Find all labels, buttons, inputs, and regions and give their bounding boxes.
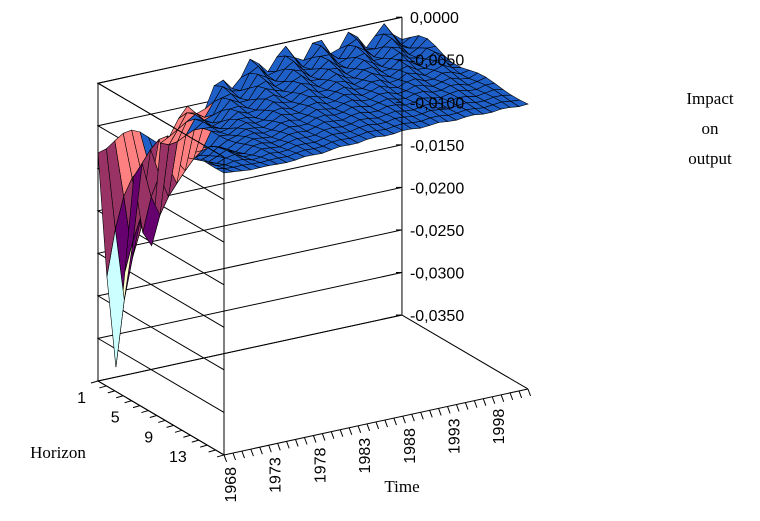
time-tick-label: 1993 — [447, 418, 464, 454]
time-minor-tick — [500, 394, 505, 402]
time-minor-tick — [232, 452, 237, 461]
time-minor-tick — [518, 390, 523, 399]
time-minor-tick — [420, 412, 424, 420]
horizon-minor-tick — [174, 429, 183, 433]
time-minor-tick — [473, 400, 478, 408]
time-minor-tick — [482, 398, 487, 406]
time-minor-tick — [509, 392, 514, 401]
time-axis-ticks: 1968 1973 1978 1983 1988 1993 1998 — [223, 388, 532, 503]
time-tick-label: 1983 — [357, 438, 374, 474]
time-tick-label: 1988 — [402, 428, 419, 464]
time-tick-label: 1968 — [223, 467, 240, 503]
time-minor-tick — [303, 437, 308, 445]
z-tick-label: -0,0050 — [410, 53, 464, 70]
time-minor-tick — [384, 419, 388, 428]
time-minor-tick — [375, 421, 380, 430]
z-tick-label: -0,0300 — [410, 265, 464, 282]
time-minor-tick — [277, 443, 281, 451]
time-minor-tick — [464, 402, 469, 410]
z-axis-title-line-3: output — [688, 149, 732, 168]
horizon-minor-tick — [191, 439, 199, 443]
time-minor-tick — [295, 439, 299, 447]
time-minor-tick — [366, 423, 371, 432]
time-minor-tick — [330, 431, 335, 439]
time-minor-tick — [402, 415, 406, 424]
surface-mesh — [97, 23, 529, 368]
time-minor-tick — [312, 435, 317, 443]
time-minor-tick — [250, 448, 254, 457]
z-axis-tick-labels: 0,0000 -0,0050 -0,0100 -0,0150 -0,0200 -0,025… — [395, 10, 464, 325]
horizon-minor-tick — [149, 415, 157, 418]
z-tick-label: 0,0000 — [410, 10, 459, 27]
horizon-tick-label: 9 — [144, 429, 153, 446]
time-minor-tick — [339, 429, 344, 437]
time-minor-tick — [527, 388, 532, 397]
horizon-axis-title: Horizon — [30, 443, 86, 462]
surface-patch — [97, 148, 116, 277]
z-tick-label: -0,0250 — [410, 223, 464, 240]
time-minor-tick — [438, 408, 442, 416]
time-axis-title: Time — [384, 477, 419, 496]
z-tick-label: -0,0350 — [410, 308, 464, 325]
horizon-minor-tick — [132, 405, 141, 409]
z-tick-label: -0,0200 — [410, 180, 464, 197]
horizon-axis-ticks: 1 5 9 13 — [77, 380, 225, 466]
horizon-minor-tick — [116, 395, 124, 399]
horizon-minor-tick — [99, 385, 107, 389]
horizon-minor-tick — [90, 380, 99, 384]
horizon-minor-tick — [216, 454, 225, 458]
horizon-tick-label: 5 — [111, 410, 120, 427]
time-minor-tick — [241, 450, 245, 459]
time-minor-tick — [268, 445, 272, 453]
time-minor-tick — [348, 427, 353, 435]
z-tick-label: -0,0150 — [410, 138, 464, 155]
floor-right-edge — [401, 314, 529, 390]
time-minor-tick — [429, 410, 433, 418]
horizon-tick-label: 13 — [169, 449, 187, 466]
horizon-minor-tick — [200, 444, 208, 448]
time-minor-tick — [223, 454, 228, 463]
horizon-tick-label: 1 — [77, 390, 86, 407]
time-tick-label: 1998 — [491, 409, 508, 445]
time-minor-tick — [321, 433, 326, 441]
time-minor-tick — [357, 425, 362, 434]
z-axis-title-line-1: Impact — [686, 89, 733, 108]
horizon-minor-tick — [208, 449, 216, 453]
horizon-minor-tick — [166, 424, 174, 428]
z-axis-title-line-2: on — [702, 119, 720, 138]
time-minor-tick — [447, 406, 451, 414]
time-tick-label: 1978 — [312, 447, 329, 483]
z-tick-label: -0,0100 — [410, 95, 464, 112]
horizon-minor-tick — [158, 419, 166, 423]
chart-frame — [96, 16, 529, 456]
horizon-minor-tick — [107, 390, 115, 394]
horizon-minor-tick — [141, 410, 149, 414]
time-minor-tick — [393, 417, 397, 426]
time-minor-tick — [455, 404, 460, 412]
time-minor-tick — [259, 447, 263, 455]
time-minor-tick — [411, 414, 415, 422]
horizon-minor-tick — [124, 400, 132, 404]
time-tick-label: 1973 — [268, 457, 285, 493]
time-minor-tick — [491, 396, 496, 404]
time-minor-tick — [286, 441, 290, 449]
horizon-minor-tick — [183, 434, 191, 438]
